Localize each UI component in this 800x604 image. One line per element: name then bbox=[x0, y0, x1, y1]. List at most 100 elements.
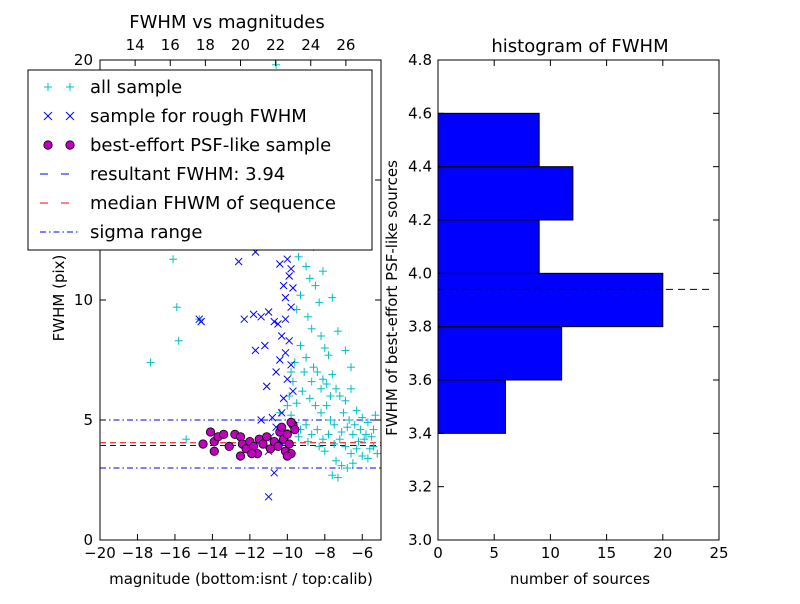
legend-label: sigma range bbox=[90, 222, 202, 243]
rough-fwhm-point bbox=[289, 387, 297, 396]
rough-fwhm-point bbox=[251, 346, 260, 355]
x-marker-b bbox=[285, 336, 294, 345]
psf-like-point bbox=[284, 439, 294, 449]
all-sample-point bbox=[307, 377, 316, 386]
all-sample-point bbox=[318, 435, 327, 444]
y-tick-label: 10 bbox=[74, 291, 93, 309]
x-tick-label: 20 bbox=[653, 544, 672, 562]
psf-like-point bbox=[219, 429, 229, 439]
rough-fwhm-point bbox=[274, 320, 282, 328]
histogram-xlabel: number of sources bbox=[510, 570, 650, 588]
histogram-bar bbox=[437, 272, 664, 328]
rough-fwhm-point bbox=[283, 255, 292, 264]
x-marker-b bbox=[279, 281, 288, 290]
x-marker-b bbox=[257, 416, 265, 424]
x-tick-label: −16 bbox=[159, 544, 191, 562]
x-tick-label: 25 bbox=[709, 544, 728, 562]
legend-circle bbox=[65, 140, 75, 150]
all-sample-point bbox=[302, 262, 311, 271]
all-sample-point bbox=[322, 380, 331, 388]
x-marker-b bbox=[251, 346, 260, 355]
scatter-x-ticks: −20 −18 −16 −14 −12 −10 −8 −6 bbox=[84, 534, 373, 562]
all-sample-point bbox=[371, 411, 380, 420]
all-sample-point bbox=[358, 413, 367, 422]
all-sample-point bbox=[311, 281, 320, 290]
rough-fwhm-point bbox=[285, 336, 294, 345]
rough-fwhm-point bbox=[275, 356, 284, 364]
all-sample-point bbox=[322, 401, 331, 410]
legend-item: sample for rough FWHM bbox=[43, 106, 307, 127]
x-marker-b bbox=[287, 264, 295, 273]
x-marker-b bbox=[275, 260, 284, 268]
x-tick-label: −6 bbox=[351, 544, 373, 562]
all-sample-point bbox=[335, 392, 344, 400]
all-sample-point bbox=[313, 425, 322, 434]
rough-fwhm-point bbox=[262, 382, 271, 391]
y-tick-label: 20 bbox=[74, 51, 93, 69]
all-sample-point bbox=[326, 416, 335, 424]
all-sample-point bbox=[352, 444, 361, 453]
rough-fwhm-point bbox=[257, 312, 265, 321]
histogram-panel: histogram of FWHM number of sources FWHM… bbox=[383, 36, 729, 588]
scatter-panel: FWHM vs magnitudes magnitude (bottom:isn… bbox=[50, 12, 382, 588]
rough-fwhm-point bbox=[281, 293, 290, 302]
all-sample-point bbox=[324, 430, 333, 439]
all-sample-point bbox=[333, 327, 342, 336]
all-sample-point bbox=[317, 384, 326, 393]
psf-like-point bbox=[262, 432, 272, 442]
histogram-bar bbox=[437, 379, 506, 434]
all-sample-point bbox=[343, 464, 352, 472]
psf-like-point bbox=[205, 427, 216, 437]
all-sample-point bbox=[328, 471, 337, 480]
rough-fwhm-point bbox=[249, 310, 258, 319]
legend-item: sigma range bbox=[40, 222, 202, 243]
all-sample-point bbox=[296, 291, 305, 300]
histogram-bar bbox=[437, 219, 540, 274]
all-sample-point bbox=[341, 346, 350, 355]
all-sample-point bbox=[172, 303, 181, 312]
x-marker-b bbox=[285, 272, 294, 280]
all-sample-point bbox=[328, 370, 337, 379]
scatter-title: FWHM vs magnitudes bbox=[129, 12, 324, 33]
x-marker-b bbox=[289, 387, 297, 396]
x-marker-b bbox=[262, 382, 271, 391]
top-tick-label: 22 bbox=[266, 36, 285, 54]
all-sample-point bbox=[343, 423, 352, 432]
x-marker-b bbox=[287, 303, 295, 312]
y-tick-label: 4.4 bbox=[408, 158, 432, 176]
legend-x-b bbox=[65, 111, 75, 121]
all-sample-point bbox=[309, 363, 318, 372]
all-sample-point bbox=[303, 312, 312, 321]
x-marker-b bbox=[268, 413, 277, 422]
top-tick-label: 26 bbox=[336, 36, 355, 54]
psf-like-point bbox=[273, 441, 283, 451]
y-tick-label: 3.8 bbox=[408, 318, 432, 336]
all-sample-point bbox=[363, 418, 372, 427]
all-sample-point bbox=[317, 332, 326, 340]
top-tick-label: 14 bbox=[126, 36, 145, 54]
histogram-ylabel: FWHM of best-effort PSF-like sources bbox=[383, 160, 401, 436]
all-sample-point bbox=[330, 440, 339, 448]
all-sample-point bbox=[305, 394, 314, 403]
all-sample-point bbox=[324, 351, 333, 360]
psf-like-point bbox=[286, 417, 296, 427]
x-marker-b bbox=[197, 317, 206, 326]
scatter-legend: all sample sample for rough FWHM best-effo… bbox=[27, 69, 373, 251]
all-sample-point bbox=[367, 432, 376, 441]
rough-fwhm-point bbox=[270, 468, 279, 477]
all-sample-point bbox=[307, 430, 316, 439]
all-sample-point bbox=[339, 408, 348, 417]
y-tick-label: 4.8 bbox=[408, 51, 432, 69]
all-sample-point bbox=[315, 442, 324, 451]
x-marker-b bbox=[281, 348, 290, 357]
y-tick-label: 3.0 bbox=[408, 531, 432, 549]
all-sample-point bbox=[360, 435, 369, 444]
all-sample-point bbox=[335, 435, 344, 444]
all-sample-point bbox=[296, 341, 305, 350]
rough-fwhm-point bbox=[281, 315, 290, 324]
all-sample-point bbox=[328, 293, 337, 302]
psf-like-sample-points bbox=[198, 417, 300, 461]
all-sample-point bbox=[275, 408, 284, 417]
scatter-ylabel: FWHM (pix) bbox=[50, 255, 68, 342]
